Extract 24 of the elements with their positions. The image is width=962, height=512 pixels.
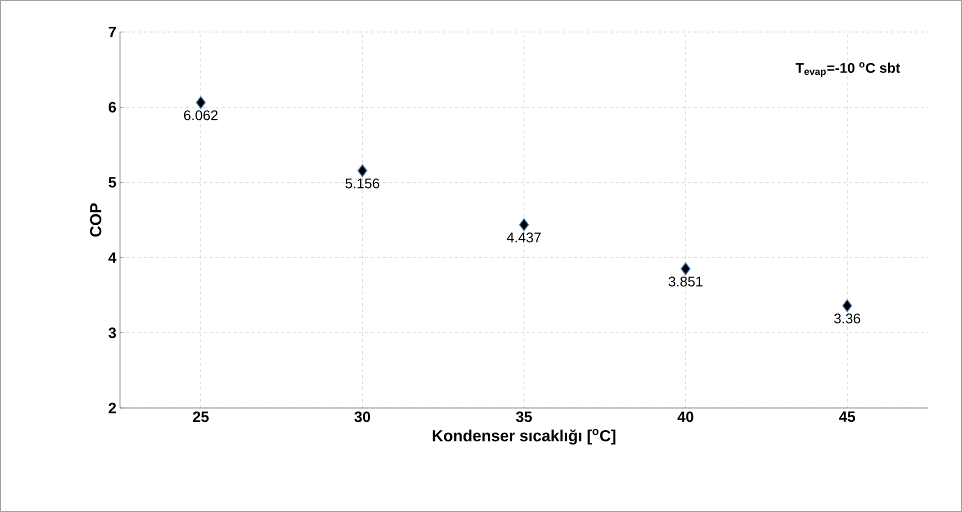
annotation: T$_{evap}$=-10 $^{o}$C sbt — [796, 62, 900, 77]
point — [519, 218, 529, 232]
x-tick-label: 40 — [678, 412, 694, 422]
x-tick-label: 30 — [354, 412, 370, 422]
point — [196, 96, 206, 110]
x-tick-label: 45 — [839, 412, 856, 422]
x-tick-label: 25 — [193, 412, 209, 422]
y-tick-label: 4 — [108, 252, 116, 263]
y-tick-label: 7 — [108, 26, 116, 38]
x-axis-title: Kondenser sıcaklığı [$^{o}$C] — [432, 428, 616, 445]
y-tick-label: 3 — [108, 327, 116, 338]
y-axis-title: COP — [90, 203, 102, 237]
point — [680, 262, 691, 276]
x-tick-label: 35 — [516, 412, 532, 422]
y-tick-label: 2 — [108, 402, 116, 414]
point — [357, 164, 368, 178]
data-label: 5.156 — [346, 178, 380, 188]
point — [842, 299, 852, 312]
data-label: 4.437 — [506, 232, 541, 242]
data-label: 6.062 — [184, 110, 218, 120]
y-tick-label: 5 — [108, 177, 116, 188]
y-tick-label: 6 — [108, 102, 116, 112]
data-label: 3.36 — [834, 314, 860, 324]
data-label: 3.851 — [668, 276, 702, 286]
